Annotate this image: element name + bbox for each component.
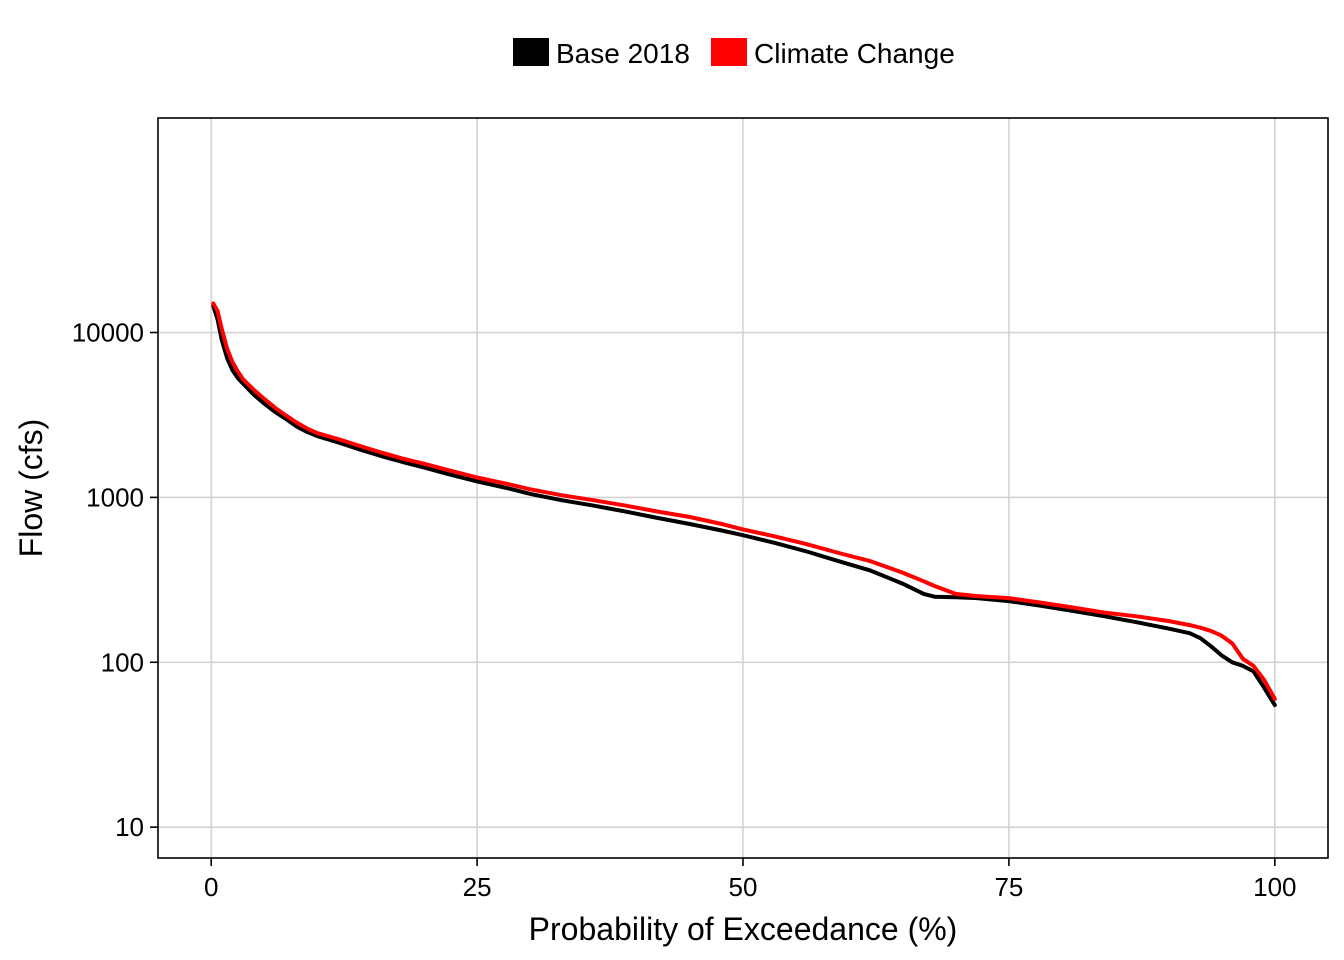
- x-tick-label: 50: [729, 872, 758, 902]
- x-tick-label: 0: [204, 872, 218, 902]
- y-axis-title: Flow (cfs): [13, 419, 49, 558]
- y-tick-label: 100: [101, 647, 144, 677]
- legend-swatch: [711, 38, 747, 66]
- series-line-base-2018: [211, 303, 1277, 708]
- legend-label: Climate Change: [754, 38, 955, 69]
- series-lines: [211, 301, 1277, 708]
- legend-label: Base 2018: [556, 38, 690, 69]
- grid-lines: [158, 118, 1328, 858]
- series-line-climate-change: [211, 301, 1277, 701]
- legend-swatch: [513, 38, 549, 66]
- y-tick-label: 10000: [72, 318, 144, 348]
- x-axis-title: Probability of Exceedance (%): [529, 911, 958, 947]
- x-axis: 0 25 50 75 100: [204, 858, 1297, 902]
- x-tick-label: 25: [463, 872, 492, 902]
- y-axis: 10 100 1000 10000: [72, 318, 158, 842]
- x-tick-label: 100: [1253, 872, 1296, 902]
- y-tick-label: 10: [115, 812, 144, 842]
- x-tick-label: 75: [994, 872, 1023, 902]
- legend: Base 2018 Climate Change: [513, 38, 955, 69]
- y-tick-label: 1000: [86, 482, 144, 512]
